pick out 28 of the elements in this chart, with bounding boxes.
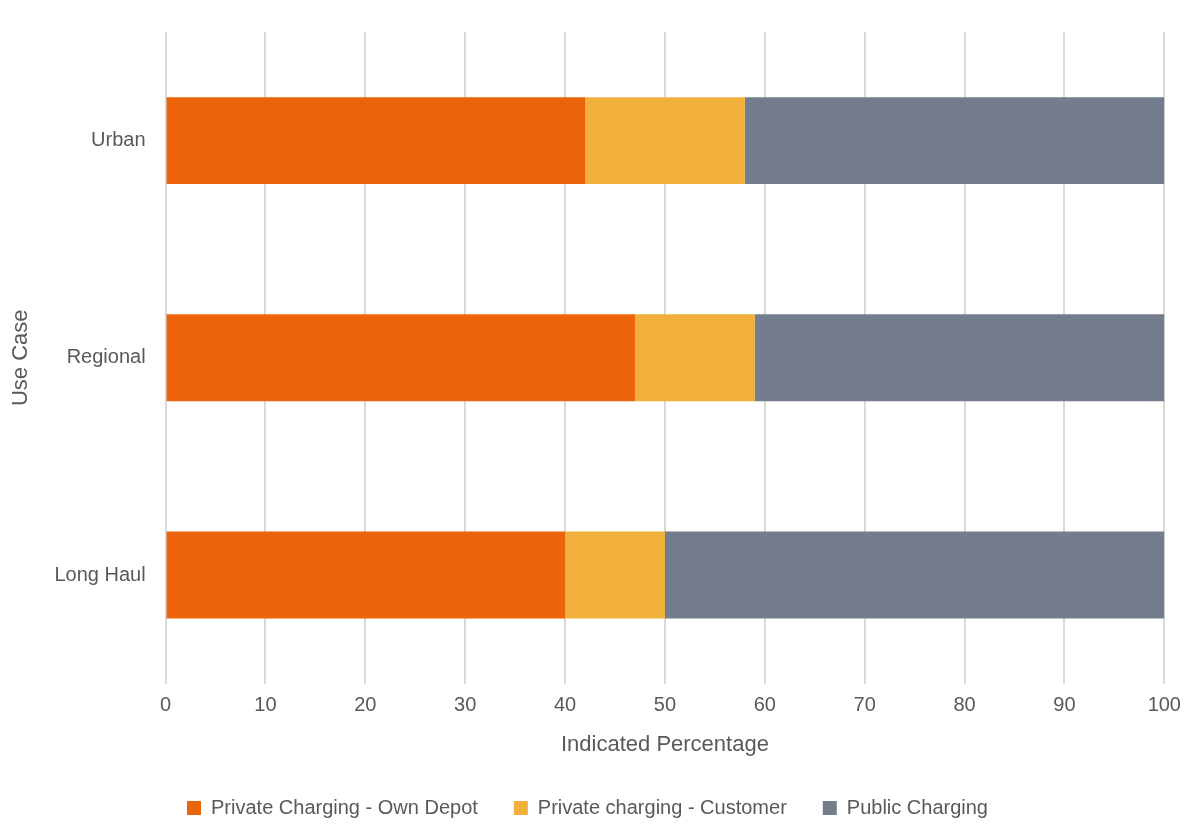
y-axis-title: Use Case — [7, 309, 33, 407]
x-tick-label: 40 — [553, 693, 577, 716]
bar — [565, 531, 665, 619]
bar — [754, 314, 1165, 402]
x-tick-label: 10 — [254, 693, 277, 716]
x-tick-label: 30 — [454, 693, 477, 716]
bar — [166, 531, 566, 619]
bar — [166, 97, 586, 185]
legend-label: Private charging - Customer — [537, 795, 788, 818]
y-tick-label: Long Haul — [54, 562, 146, 585]
y-tick-label: Urban — [91, 128, 146, 151]
y-tick-label: Regional — [66, 345, 146, 368]
x-tick-label: 0 — [160, 693, 172, 716]
bar — [744, 97, 1165, 185]
x-tick-label: 60 — [753, 693, 776, 716]
x-tick-label: 70 — [853, 693, 876, 716]
x-tick-label: 80 — [953, 693, 976, 716]
bar — [664, 531, 1165, 619]
x-axis-title: Indicated Percentage — [560, 730, 769, 756]
bar — [585, 97, 745, 185]
x-tick-label: 100 — [1147, 693, 1181, 716]
x-tick-label: 90 — [1053, 693, 1076, 716]
legend-label: Private Charging - Own Depot — [211, 795, 479, 818]
bar — [634, 314, 755, 402]
legend-label: Public Charging — [846, 795, 988, 818]
x-tick-label: 20 — [354, 693, 377, 716]
bar — [166, 314, 635, 402]
x-tick-label: 50 — [653, 693, 677, 716]
